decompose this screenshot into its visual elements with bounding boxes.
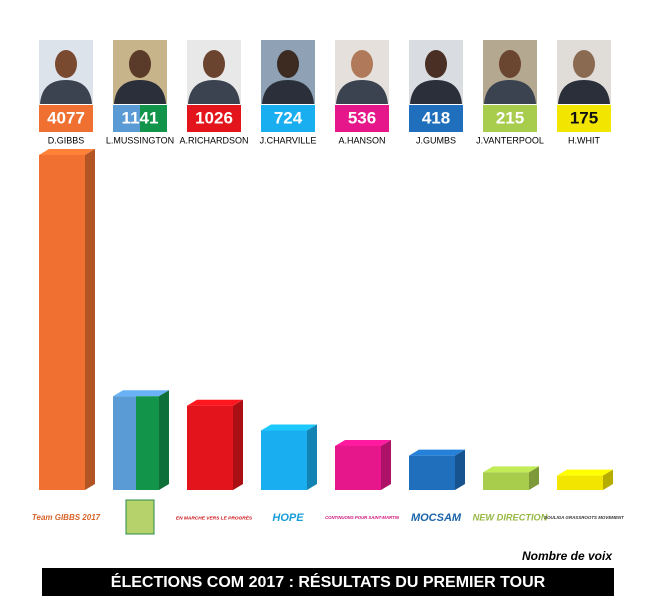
bar-top <box>335 439 391 446</box>
party-logo: CONTINUONS POUR SAINT-MARTIN <box>325 515 400 520</box>
photo-body <box>558 80 610 104</box>
photo-head <box>277 50 299 78</box>
bar-front <box>557 475 603 490</box>
value-label: 175 <box>570 108 598 127</box>
photo-head <box>425 50 447 78</box>
photo-body <box>484 80 536 104</box>
bar-front <box>335 445 381 490</box>
bar-top <box>557 469 613 476</box>
party-logo: MOCSAM <box>411 512 462 524</box>
photo-body <box>410 80 462 104</box>
value-label: 536 <box>348 108 376 127</box>
party-logo: Team GIBBS 2017 <box>32 513 101 522</box>
photo-body <box>188 80 240 104</box>
bar-side <box>603 469 613 490</box>
bar-side <box>381 439 391 490</box>
bar <box>113 390 169 490</box>
value-label: 4077 <box>47 108 85 127</box>
photo-head <box>351 50 373 78</box>
bar-side <box>159 390 169 490</box>
value-box <box>335 105 389 132</box>
bar-side <box>529 466 539 490</box>
bar-top <box>39 149 95 155</box>
bar-top <box>113 390 169 397</box>
photo-head <box>203 50 225 78</box>
bar <box>261 424 317 490</box>
party-logo <box>125 499 155 535</box>
photo-head <box>129 50 151 78</box>
value-box <box>409 105 463 132</box>
title-bar <box>42 568 614 596</box>
candidate-name: J.GUMBS <box>416 135 456 145</box>
value-box <box>557 105 611 132</box>
candidate-name: L.MUSSINGTON <box>106 135 174 145</box>
party-logo: HOPE <box>272 512 304 524</box>
bar-front <box>483 472 529 490</box>
bar <box>187 399 243 490</box>
bar-top <box>187 399 243 406</box>
photo-head <box>55 50 77 78</box>
value-label: 215 <box>496 108 524 127</box>
candidate-name: J.CHARVILLE <box>260 135 317 145</box>
bar-side <box>85 149 95 490</box>
bar-side <box>233 399 243 490</box>
value-label: 1026 <box>195 108 233 127</box>
value-box <box>483 105 537 132</box>
bar <box>409 449 465 490</box>
value-box <box>113 105 140 132</box>
candidate-name: D.GIBBS <box>48 135 85 145</box>
bar-top <box>409 449 465 456</box>
value-label: 1141 <box>122 108 159 127</box>
value-box <box>39 105 93 132</box>
bar <box>483 466 539 490</box>
value-label: 724 <box>274 108 303 127</box>
value-label: 418 <box>422 108 450 127</box>
value-axis-label: Nombre de voix <box>522 549 613 563</box>
bar-side <box>307 424 317 490</box>
bar-front <box>136 396 159 490</box>
bar-top <box>483 466 539 473</box>
chart-title: ÉLECTIONS COM 2017 : RÉSULTATS DU PREMIE… <box>111 572 546 591</box>
bar-side <box>455 449 465 490</box>
candidate-name: A.HANSON <box>338 135 385 145</box>
bar-front <box>409 455 455 490</box>
bar-front <box>113 396 136 490</box>
photo-body <box>262 80 314 104</box>
bar-front <box>261 430 307 490</box>
bar-front <box>187 405 233 490</box>
candidate-name: H.WHIT <box>568 135 600 145</box>
candidate-name: J.VANTERPOOL <box>476 135 544 145</box>
bar <box>335 439 391 490</box>
party-logo: NEW DIRECTION <box>473 512 548 522</box>
bar-top <box>261 424 317 431</box>
candidate-name: A.RICHARDSON <box>179 135 248 145</box>
party-logo: SOULIGA GRASSROOTS MOVEMENT <box>544 515 625 520</box>
photo-body <box>336 80 388 104</box>
value-box <box>187 105 241 132</box>
value-box <box>140 105 167 132</box>
bar <box>557 469 613 490</box>
value-box <box>261 105 315 132</box>
photo-body <box>114 80 166 104</box>
photo-body <box>40 80 92 104</box>
photo-head <box>499 50 521 78</box>
bar <box>39 149 95 490</box>
photo-head <box>573 50 595 78</box>
party-logo: EN MARCHE VERS LE PROGRÈS <box>176 513 253 521</box>
bar-front <box>39 155 85 490</box>
